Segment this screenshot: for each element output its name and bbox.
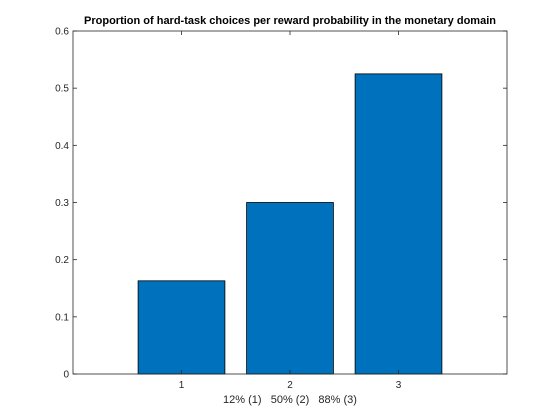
bar-2 <box>246 202 334 375</box>
x-tick-label: 2 <box>287 380 293 391</box>
x-tick-label: 1 <box>179 380 185 391</box>
y-tick-label: 0 <box>63 370 69 381</box>
y-tick-label: 0.3 <box>55 198 69 209</box>
y-tick-label: 0.1 <box>55 312 69 323</box>
plot-area: 0 0.1 0.2 0.3 0.4 0.5 0.6 1 2 3 <box>55 27 508 391</box>
x-axis-label: 12% (1) 50% (2) 88% (3) <box>223 394 357 406</box>
y-tick-label: 0.5 <box>55 84 69 95</box>
bar-1 <box>137 280 226 375</box>
chart-title: Proportion of hard-task choices per rewa… <box>84 15 496 27</box>
y-tick-label: 0.2 <box>55 255 69 266</box>
y-tick-label: 0.6 <box>55 27 69 38</box>
x-tick-label: 3 <box>396 380 402 391</box>
y-tick-label: 0.4 <box>55 141 69 152</box>
bar-3 <box>354 73 443 375</box>
